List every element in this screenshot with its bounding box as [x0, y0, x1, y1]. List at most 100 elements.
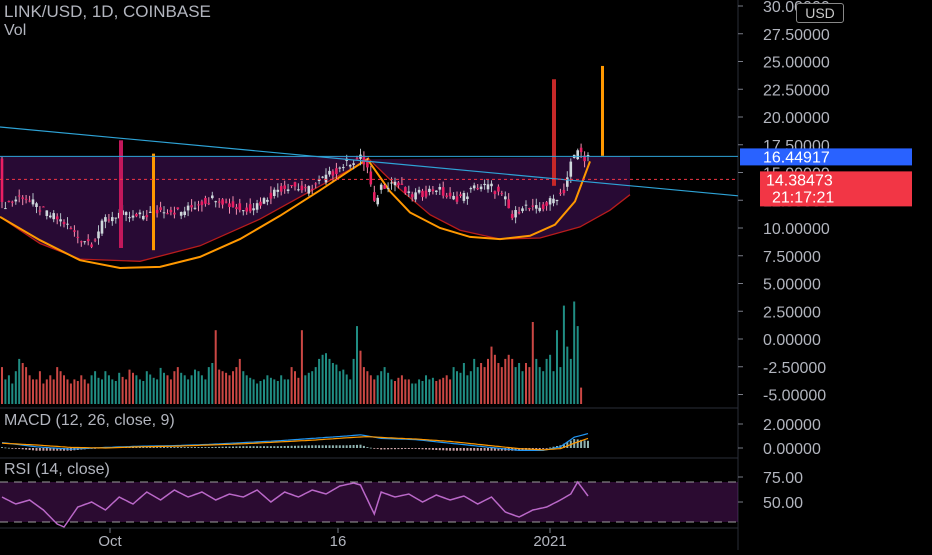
candle-body	[490, 183, 493, 187]
candle-body	[80, 241, 83, 243]
macd-histogram-bar	[414, 448, 417, 449]
volume-bar	[45, 379, 48, 404]
candle-body	[190, 205, 193, 208]
macd-histogram-bar	[459, 448, 462, 451]
candle-body	[266, 199, 269, 202]
macd-histogram-bar	[473, 448, 476, 451]
volume-bar	[125, 379, 128, 404]
candle-body	[476, 188, 479, 190]
candle-body	[331, 171, 335, 176]
candle-body	[448, 192, 452, 197]
macd-histogram-bar	[562, 443, 565, 448]
macd-histogram-bar	[187, 447, 190, 448]
price-tick-label: -5.00000	[763, 388, 826, 405]
candle-body	[159, 207, 162, 211]
volume-bar	[469, 371, 472, 404]
candle-body	[524, 204, 528, 206]
candle-body	[279, 186, 283, 192]
macd-histogram-bar	[466, 448, 469, 451]
volume-bar	[580, 387, 583, 404]
volume-bar	[249, 377, 252, 404]
volume-label[interactable]: Vol	[4, 22, 27, 39]
candle-body	[521, 208, 524, 212]
macd-histogram-bar	[490, 448, 493, 451]
cup-left-curve	[0, 157, 370, 270]
volume-bar	[73, 379, 76, 404]
macd-histogram-bar	[273, 446, 276, 448]
macd-histogram-bar	[138, 447, 141, 448]
macd-histogram-bar	[145, 447, 148, 448]
macd-histogram-bar	[49, 448, 52, 451]
volume-bar	[25, 367, 28, 404]
candle-body	[390, 182, 393, 184]
volume-bar	[435, 381, 438, 404]
currency-button[interactable]: USD	[796, 3, 844, 23]
macd-histogram-bar	[194, 447, 196, 448]
macd-histogram-bar	[397, 448, 400, 450]
candle-body	[379, 184, 383, 190]
candle-body	[162, 212, 166, 214]
macd-histogram-bar	[380, 448, 383, 450]
rsi-label[interactable]: RSI (14, close)	[4, 461, 110, 478]
price-axis[interactable]: 30.0000027.5000025.0000022.5000020.00000…	[738, 0, 912, 405]
volume-bar	[207, 367, 210, 404]
volume-bar	[304, 375, 307, 404]
volume-bar	[387, 372, 390, 404]
rsi-tick-label: 50.00	[763, 495, 803, 512]
candle-body	[276, 189, 280, 192]
macd-histogram-bar	[321, 445, 324, 448]
macd-histogram-bar	[238, 446, 241, 448]
macd-label[interactable]: MACD (12, 26, close, 9)	[4, 412, 175, 429]
macd-histogram-bar	[307, 445, 310, 448]
candle-body	[73, 230, 76, 232]
volume-bar	[90, 375, 93, 404]
volume-bar	[321, 354, 324, 404]
macd-histogram-bar	[431, 448, 434, 450]
volume-bar	[235, 367, 238, 404]
candle-body	[35, 203, 38, 207]
macd-histogram-bar	[421, 448, 424, 450]
volume-bar	[228, 375, 231, 404]
volume-bar	[59, 371, 62, 404]
candle-body	[90, 244, 93, 247]
candle-body	[97, 231, 100, 239]
volume-bar	[476, 367, 479, 404]
rsi-pane: 75.00 50.00	[0, 470, 803, 528]
volume-bar	[338, 371, 341, 404]
cup-right-curve	[368, 160, 591, 241]
macd-histogram-bar	[442, 448, 445, 451]
volume-bar	[32, 379, 34, 404]
time-axis[interactable]: Oct 16 2021	[98, 528, 567, 550]
volume-bar	[94, 371, 97, 404]
macd-histogram-bar	[42, 448, 45, 451]
macd-histogram-bar	[4, 447, 7, 449]
candle-body	[100, 220, 104, 234]
volume-bar	[183, 375, 186, 404]
candle-body	[548, 198, 552, 205]
candle-body	[21, 197, 24, 199]
macd-histogram-bar	[373, 448, 376, 449]
candle-body	[366, 160, 369, 168]
candle-body	[173, 212, 176, 215]
volume-bar	[397, 377, 400, 404]
macd-histogram-bar	[225, 446, 228, 448]
macd-histogram-bar	[276, 446, 279, 448]
candle-body	[145, 215, 149, 218]
candle-body	[42, 206, 45, 208]
candle-body	[583, 155, 586, 162]
symbol-title[interactable]: LINK/USD, 1D, COINBASE	[4, 2, 211, 21]
candle-body	[186, 205, 190, 211]
volume-bar	[169, 379, 172, 404]
candle-body	[300, 185, 304, 191]
candle-body	[497, 186, 500, 192]
volume-bar	[159, 367, 162, 404]
volume-bar	[487, 358, 489, 404]
macd-histogram-bar	[287, 445, 290, 448]
candle-body	[228, 203, 231, 207]
volume-bar	[383, 367, 386, 404]
volume-bar	[342, 369, 345, 404]
volume-bar	[425, 375, 427, 404]
volume-bar	[362, 367, 365, 404]
